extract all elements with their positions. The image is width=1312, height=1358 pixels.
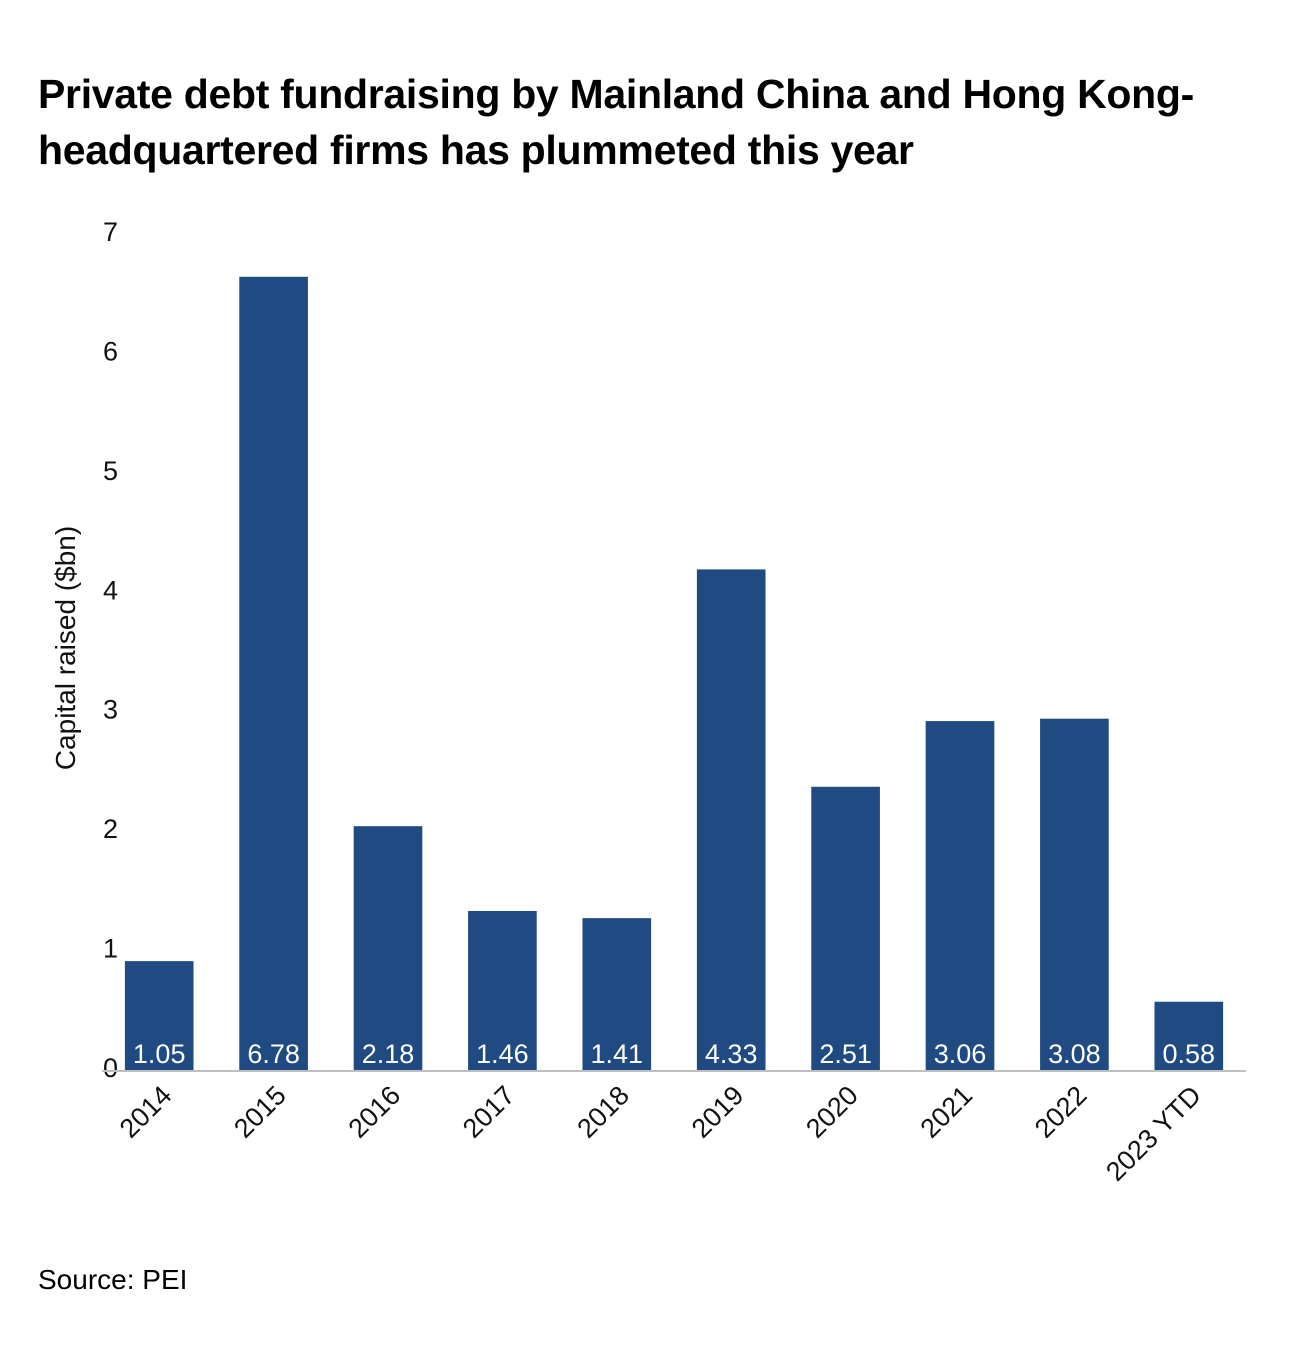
- bars: [124, 276, 1224, 1071]
- source-note: Source: PEI: [38, 1264, 188, 1295]
- y-tick-label: 6: [103, 336, 118, 366]
- chart-title: Private debt fundraising by Mainland Chi…: [38, 71, 1194, 173]
- y-axis-title: Capital raised ($bn): [50, 526, 81, 770]
- y-tick-label: 1: [103, 934, 118, 964]
- bar-value-label: 1.46: [476, 1039, 529, 1069]
- bar: [239, 276, 308, 1071]
- bar: [811, 786, 880, 1071]
- y-tick-label: 4: [103, 575, 118, 605]
- bar-value-label: 3.08: [1048, 1039, 1101, 1069]
- bar-value-label: 2.18: [362, 1039, 415, 1069]
- bar: [582, 918, 652, 1071]
- data-labels: 1.05 6.78 2.18 1.46 1.41 4.33 2.51 3.06 3.08 0.58: [133, 1039, 1215, 1069]
- bar: [468, 910, 537, 1071]
- bar-value-label: 2.51: [819, 1039, 872, 1069]
- x-tick-label: 2018: [571, 1080, 635, 1144]
- bar: [925, 721, 995, 1071]
- y-tick-label: 7: [103, 217, 118, 247]
- bar: [353, 826, 423, 1071]
- bar-value-label: 1.05: [133, 1039, 186, 1069]
- bar: [124, 961, 194, 1071]
- x-tick-label: 2023 YTD: [1100, 1080, 1207, 1187]
- y-tick-label: 3: [103, 695, 118, 725]
- y-tick-label: 2: [103, 814, 118, 844]
- x-axis-ticks: 2014 2015 2016 2017 2018 2019 2020 2021 2022 2023…: [114, 1080, 1207, 1187]
- bar-value-label: 4.33: [705, 1039, 758, 1069]
- y-tick-label: 5: [103, 456, 118, 486]
- x-tick-label: 2014: [114, 1080, 178, 1144]
- y-tick-label: 0: [103, 1053, 118, 1083]
- x-tick-label: 2017: [457, 1080, 521, 1144]
- x-tick-label: 2022: [1029, 1080, 1093, 1144]
- bar: [696, 569, 766, 1071]
- y-axis-ticks: 0 1 2 3 4 5 6 7: [103, 217, 118, 1083]
- x-tick-label: 2015: [228, 1080, 292, 1144]
- x-tick-label: 2021: [915, 1080, 979, 1144]
- x-tick-label: 2016: [343, 1080, 407, 1144]
- x-tick-label: 2019: [686, 1080, 750, 1144]
- bar-value-label: 6.78: [247, 1039, 300, 1069]
- bar: [1040, 718, 1109, 1071]
- bar-value-label: 1.41: [591, 1039, 644, 1069]
- bar: [1154, 1001, 1224, 1071]
- bar-value-label: 3.06: [934, 1039, 987, 1069]
- bar-value-label: 0.58: [1163, 1039, 1216, 1069]
- x-tick-label: 2020: [800, 1080, 864, 1144]
